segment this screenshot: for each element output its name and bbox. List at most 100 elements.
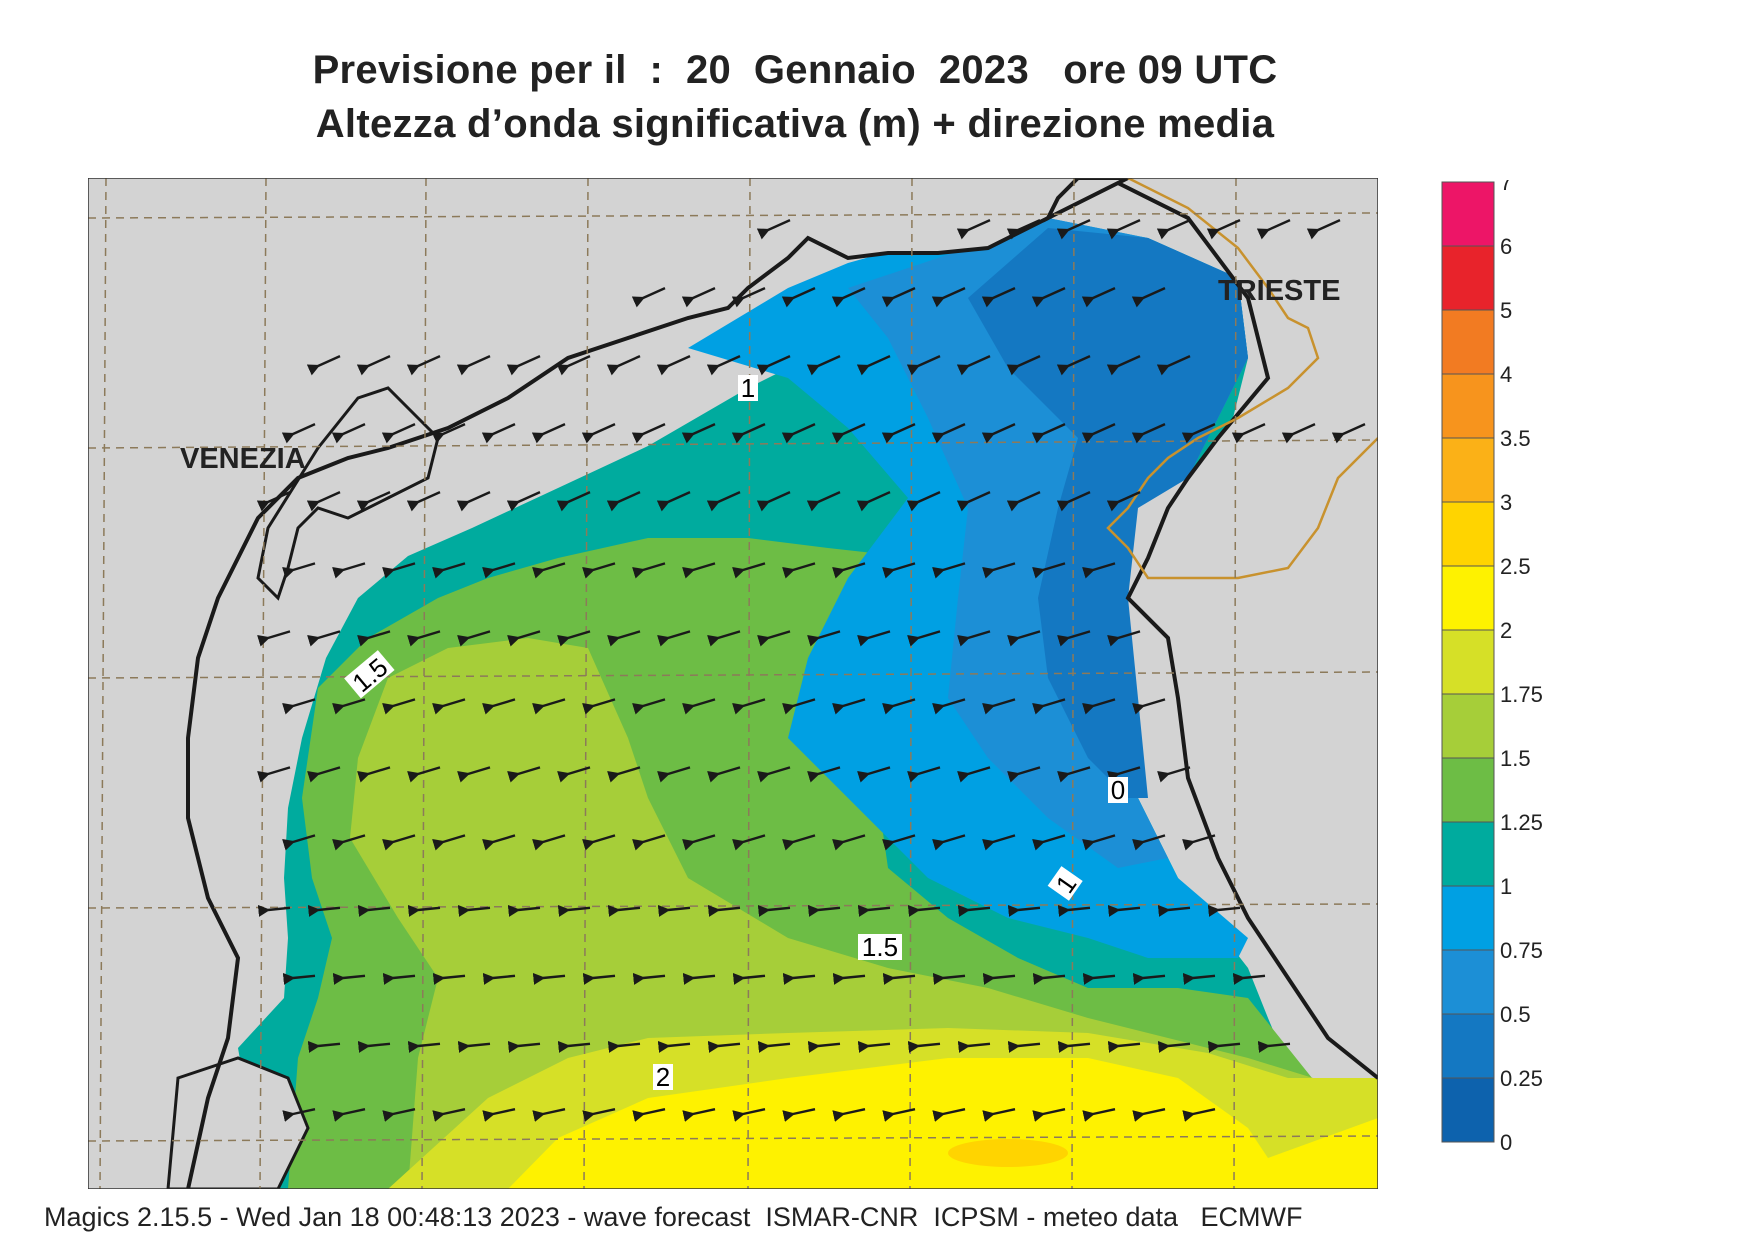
direction-arrow [1106,491,1141,512]
direction-arrow [782,972,816,985]
legend-band [1441,693,1495,759]
direction-arrow [307,630,341,647]
legend-band [1441,373,1495,439]
direction-arrow [381,423,416,444]
direction-arrow [781,287,816,308]
direction-arrow [931,287,966,308]
direction-arrow [382,562,416,579]
legend-band [1441,949,1495,1015]
direction-arrow [982,972,1016,985]
land-istria [1108,178,1378,1078]
direction-arrow [907,630,941,647]
direction-arrow [732,698,766,715]
direction-arrow [1157,904,1191,917]
direction-arrow [832,834,866,851]
direction-arrow [1006,355,1041,376]
direction-arrow [532,562,566,579]
direction-arrow [1131,287,1166,308]
direction-arrow [532,1107,566,1122]
legend-band [1441,757,1495,823]
map-title-line-1: Previsione per il : 20 Gennaio 2023 ore … [312,48,1278,92]
direction-arrow [1056,355,1091,376]
direction-arrow [407,630,441,647]
direction-arrow [1007,766,1041,783]
direction-arrow [256,491,291,512]
direction-arrow [431,423,466,444]
direction-arrow [1107,1040,1141,1053]
direction-arrow [332,698,366,715]
direction-arrow [957,904,991,917]
direction-arrow [732,972,766,985]
direction-arrow [857,904,891,917]
direction-arrow [1182,1107,1216,1122]
direction-arrow [881,423,916,444]
direction-arrow [832,698,866,715]
direction-arrow [506,491,541,512]
legend-tick-label: 1.75 [1500,682,1543,707]
direction-arrow [1157,1040,1191,1053]
direction-arrow [957,766,991,783]
direction-arrow [507,766,541,783]
legend-tick-label: 0.25 [1500,1066,1543,1091]
direction-arrow [1306,219,1341,240]
direction-arrow [1256,219,1291,240]
gulf-of-trieste-shore [1043,178,1129,223]
direction-arrow [1232,972,1266,985]
direction-arrow [556,491,591,512]
direction-arrow [757,766,791,783]
contour-label-1.5-south: 1.5 [858,932,902,962]
direction-arrow [731,287,766,308]
direction-arrow [257,904,291,917]
direction-arrow [1107,904,1141,917]
legend-band [1441,629,1495,695]
direction-arrow [332,1107,366,1122]
direction-arrow [631,287,666,308]
direction-arrow [832,562,866,579]
legend-tick-label: 0 [1500,1130,1512,1155]
direction-arrow [632,1107,666,1122]
legend-band [1441,309,1495,375]
direction-arrow [806,355,841,376]
direction-arrow [1006,219,1041,240]
legend-band [1441,245,1495,311]
direction-arrow [1082,698,1116,715]
direction-arrow [782,1107,816,1122]
direction-arrow [707,1040,741,1053]
direction-arrow [1007,904,1041,917]
direction-arrow [432,562,466,579]
direction-arrow [682,1107,716,1122]
direction-arrow [531,423,566,444]
direction-arrow [657,1040,691,1053]
direction-arrow [1182,834,1216,851]
direction-arrow [306,491,341,512]
direction-arrow [1081,423,1116,444]
direction-arrow [457,766,491,783]
direction-arrow [332,562,366,579]
direction-arrow [1081,287,1116,308]
direction-arrow [1032,1107,1066,1122]
direction-arrow [632,698,666,715]
legend-band [1441,1077,1495,1143]
direction-arrow [281,423,316,444]
direction-arrow [482,562,516,579]
direction-arrow [557,1040,591,1053]
direction-arrow [1057,904,1091,917]
legend-tick-label: 0.75 [1500,938,1543,963]
direction-arrow [457,904,491,917]
southern-lagoon [166,1056,310,1189]
direction-arrow [682,698,716,715]
direction-arrow [407,766,441,783]
direction-arrow [682,562,716,579]
direction-arrow [507,1040,541,1053]
direction-arrow [282,972,316,985]
direction-arrow [882,1107,916,1122]
direction-arrow [657,630,691,647]
direction-arrow [482,834,516,851]
contour-label-1-north: 1 [738,373,758,403]
direction-arrow [882,972,916,985]
direction-arrow [457,630,491,647]
direction-arrow [707,904,741,917]
direction-arrow [307,1040,341,1053]
direction-arrow [1032,834,1066,851]
direction-arrow [982,1107,1016,1122]
